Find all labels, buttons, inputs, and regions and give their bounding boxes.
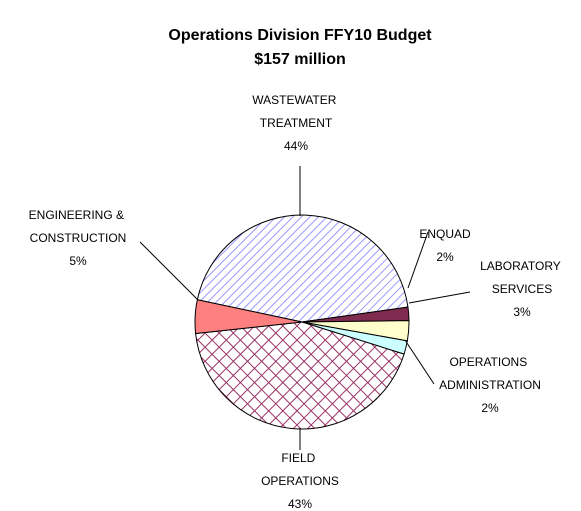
pie-slice	[195, 321, 405, 430]
value-label: 5%	[69, 254, 87, 268]
slice-label: OPERATIONS ADMINISTRATION	[439, 355, 541, 392]
chart-subtitle: $157 million	[254, 51, 346, 68]
value-label: 2%	[436, 250, 454, 264]
pie-slice	[196, 214, 409, 323]
value-label: 44%	[284, 139, 308, 153]
leader-line	[408, 291, 471, 304]
leader-line	[404, 339, 435, 385]
value-label: 43%	[288, 497, 312, 511]
leader-line	[139, 241, 199, 301]
value-label: 2%	[481, 401, 499, 415]
chart-title: Operations Division FFY10 Budget	[168, 27, 432, 44]
leader-line	[407, 231, 429, 289]
slice-label: WASTEWATER TREATMENT	[252, 93, 340, 130]
slice-label: ENGINEERING & CONSTRUCTION	[29, 208, 128, 245]
slice-label: LABORATORY SERVICES	[480, 259, 564, 296]
slice-label: FIELD OPERATIONS	[261, 451, 339, 488]
slice-label: ENQUAD	[419, 227, 471, 241]
value-label: 3%	[513, 305, 531, 319]
